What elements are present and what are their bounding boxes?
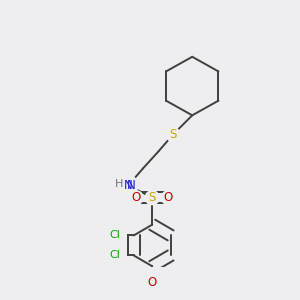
Text: N: N <box>124 179 133 192</box>
Circle shape <box>145 275 159 289</box>
Text: O: O <box>148 276 157 289</box>
Text: O: O <box>131 191 141 204</box>
Text: H: H <box>115 179 123 189</box>
Circle shape <box>145 191 159 205</box>
Circle shape <box>161 191 175 205</box>
Text: S: S <box>148 191 156 204</box>
Circle shape <box>122 178 135 192</box>
Circle shape <box>104 244 126 266</box>
Text: Cl: Cl <box>110 230 121 240</box>
Circle shape <box>104 224 126 247</box>
Text: N: N <box>127 179 136 192</box>
Circle shape <box>166 128 180 142</box>
Text: O: O <box>164 191 173 204</box>
Circle shape <box>129 191 143 205</box>
Circle shape <box>118 176 138 195</box>
Text: Cl: Cl <box>110 250 121 260</box>
Text: S: S <box>169 128 177 141</box>
